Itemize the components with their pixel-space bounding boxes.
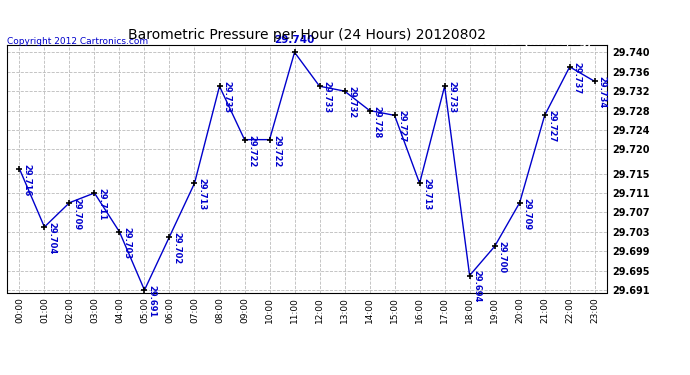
Text: 29.728: 29.728: [373, 105, 382, 138]
Text: 29.727: 29.727: [547, 110, 556, 142]
Text: 29.694: 29.694: [473, 270, 482, 303]
Text: Copyright 2012 Cartronics.com: Copyright 2012 Cartronics.com: [7, 38, 148, 46]
Text: 29.702: 29.702: [172, 232, 181, 264]
Text: 29.704: 29.704: [47, 222, 56, 254]
Text: 29.734: 29.734: [598, 76, 607, 109]
Text: 29.703: 29.703: [122, 227, 131, 259]
Text: 29.737: 29.737: [573, 62, 582, 94]
Text: 29.740: 29.740: [275, 35, 315, 45]
Text: 29.722: 29.722: [273, 135, 282, 167]
Text: 29.733: 29.733: [322, 81, 331, 113]
Text: 29.722: 29.722: [247, 135, 256, 167]
Text: 29.713: 29.713: [197, 178, 206, 210]
Text: Pressure  (Inches/Hg): Pressure (Inches/Hg): [464, 37, 591, 47]
Text: 29.711: 29.711: [97, 188, 106, 220]
Text: 29.713: 29.713: [422, 178, 431, 210]
Text: 29.716: 29.716: [22, 164, 31, 196]
Title: Barometric Pressure per Hour (24 Hours) 20120802: Barometric Pressure per Hour (24 Hours) …: [128, 28, 486, 42]
Text: 29.732: 29.732: [347, 86, 356, 118]
Text: 29.709: 29.709: [522, 198, 531, 230]
Text: 29.727: 29.727: [397, 110, 406, 142]
Text: 29.700: 29.700: [497, 242, 506, 274]
Text: 29.733: 29.733: [447, 81, 456, 113]
Text: 29.691: 29.691: [147, 285, 156, 317]
Text: 29.733: 29.733: [222, 81, 231, 113]
Text: 29.709: 29.709: [72, 198, 81, 230]
